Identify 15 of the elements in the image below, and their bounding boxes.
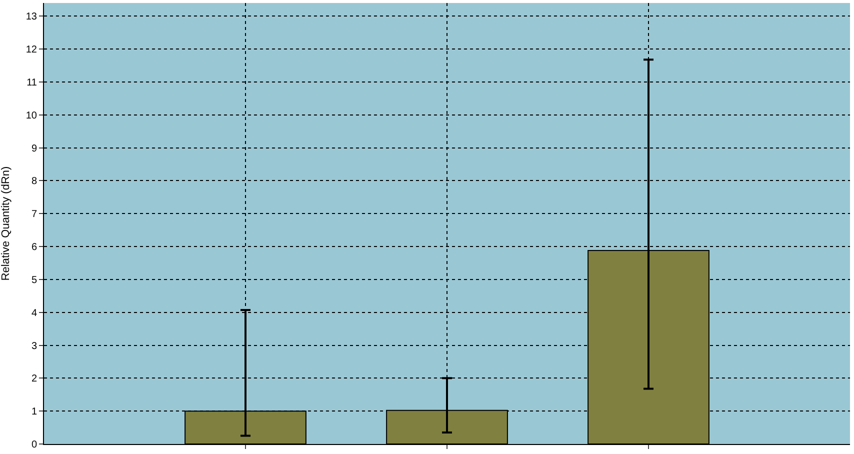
y-tick-label: 4 [31,308,38,319]
y-tick-label: 12 [26,44,38,56]
y-tick-label: 8 [31,176,38,188]
y-tick-label: 9 [31,143,38,154]
y-tick-label: 11 [26,77,38,88]
y-tick-label: 3 [31,340,38,352]
y-tick-label: 7 [31,209,38,220]
y-axis-title: Relative Quantity (dRn) [0,166,12,281]
y-tick-label: 0 [31,440,38,450]
y-tick-label: 2 [31,374,38,385]
y-tick-label: 1 [31,406,38,418]
y-tick-label: 10 [26,110,38,122]
y-tick-label: 13 [26,12,38,23]
y-tick-label: 5 [31,274,38,286]
y-tick-label: 6 [31,242,38,254]
